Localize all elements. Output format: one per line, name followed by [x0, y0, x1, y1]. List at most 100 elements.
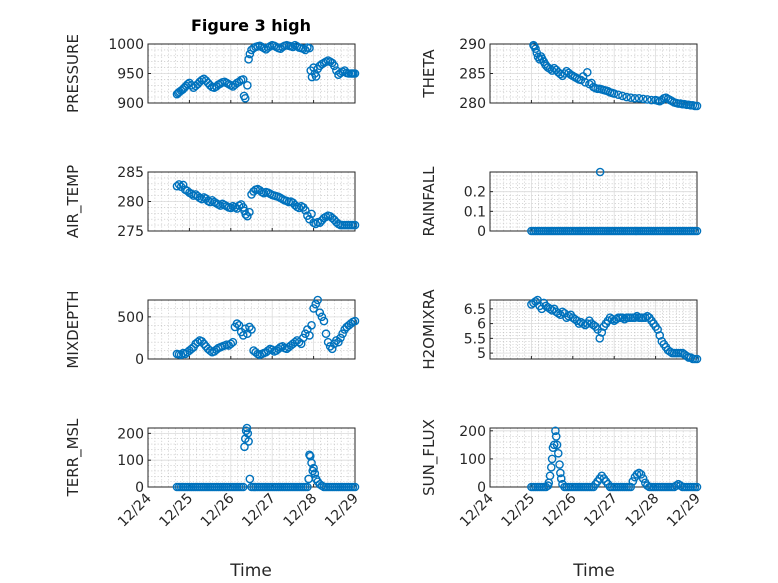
- pressure-data-point: [332, 66, 341, 75]
- pressure-data-point: [244, 55, 253, 64]
- sun_flux-data-point: [546, 463, 556, 472]
- mixdepth-data-point: [245, 322, 254, 332]
- mixdepth-data-point: [267, 345, 277, 355]
- subplot-pressure: 900 950 1000 PRESSURE: [64, 34, 360, 113]
- terr_msl-data-point: [303, 482, 312, 492]
- mixdepth-data-point: [240, 324, 250, 333]
- mixdepth-data-point: [319, 316, 329, 326]
- air_temp-data-point: [249, 187, 258, 196]
- mixdepth-data-point: [232, 319, 242, 328]
- mixdepth-data-point: [199, 339, 209, 349]
- terr_msl-xtick-label: 12/25: [156, 491, 196, 531]
- sun_flux-data-point: [556, 468, 565, 478]
- rainfall-ytick-label: 0.2: [464, 185, 486, 201]
- h2omixra-data-point: [686, 353, 696, 362]
- theta-data-point: [626, 93, 636, 102]
- sun_flux-xtick-label: 12/25: [498, 491, 538, 531]
- terr_msl-data-point: [310, 469, 320, 478]
- sun_flux-xtick-label: 12/27: [581, 491, 621, 531]
- sun_flux-data-point: [551, 426, 560, 436]
- air_temp-data-point: [226, 203, 236, 213]
- sun_flux-xtick-label: 12/28: [623, 491, 663, 531]
- h2omixra-ytick-label: 5: [477, 346, 486, 362]
- h2omixra-data-point: [665, 347, 675, 356]
- pressure-data-point: [311, 72, 321, 81]
- h2omixra-data-point: [554, 308, 563, 318]
- h2omixra-ylabel: H2OMIXRA: [420, 289, 438, 370]
- theta-data-point: [609, 89, 619, 98]
- h2omixra-data-point: [607, 314, 617, 324]
- subplot-air_temp: 275 280 285 AIR_TEMP: [64, 165, 360, 240]
- mixdepth-data-point: [311, 299, 320, 309]
- mixdepth-data-point: [338, 329, 347, 339]
- mixdepth-data-point: [313, 295, 323, 305]
- sun_flux-xtick-label: 12/26: [540, 490, 580, 530]
- mixdepth-data-point: [327, 344, 337, 354]
- sun_flux-xtick-label: 12/29: [664, 491, 704, 531]
- sun_flux-data-point: [672, 481, 681, 490]
- theta-data-point: [643, 95, 652, 104]
- sun_flux-data-point: [676, 481, 685, 490]
- theta-axes-box: [489, 43, 698, 104]
- h2omixra-data-point: [620, 314, 629, 324]
- theta-ytick-label: 290: [459, 37, 486, 53]
- terr_msl-xtick-label: 12/29: [322, 491, 362, 531]
- mixdepth-data-point: [205, 346, 215, 355]
- air_temp-data-point: [243, 211, 252, 221]
- h2omixra-axes-box: [489, 299, 698, 360]
- h2omixra-ytick-label: 6: [477, 317, 486, 333]
- terr_msl-data-point: [317, 481, 327, 490]
- pressure-data-point: [240, 93, 250, 103]
- air_temp-data-point: [245, 207, 254, 217]
- air_temp-data-point: [172, 181, 182, 191]
- sun_flux-data-point: [545, 471, 555, 481]
- pressure-ylabel: PRESSURE: [64, 34, 82, 113]
- sun_flux-ytick-label: 0: [477, 480, 486, 496]
- mixdepth-data-point: [187, 344, 196, 354]
- sun_flux-data-point: [556, 474, 566, 483]
- h2omixra-data-point: [574, 319, 584, 328]
- mixdepth-data-point: [307, 320, 316, 330]
- theta-ytick-label: 280: [459, 96, 486, 112]
- air_temp-data-point: [307, 209, 316, 219]
- subplot-rainfall: 0 0.1 0.2 RAINFALL: [420, 166, 702, 240]
- theta-data-point: [647, 95, 656, 105]
- sun_flux-ylabel: SUN_FLUX: [420, 419, 439, 496]
- pressure-data-point: [301, 45, 310, 55]
- sun_flux-data-point: [632, 470, 642, 479]
- pressure-data-point: [187, 81, 196, 90]
- sun_flux-data-point: [549, 440, 559, 450]
- h2omixra-data-point: [618, 313, 627, 323]
- theta-data-point: [545, 64, 555, 74]
- rainfall-data-point: [595, 167, 605, 177]
- mixdepth-data-point: [321, 329, 331, 339]
- air_temp-data-point: [205, 197, 215, 207]
- terr_msl-data-point: [309, 463, 318, 473]
- air_temp-ytick-label: 285: [117, 165, 144, 181]
- sun_flux-data-point: [643, 481, 652, 490]
- subplot-mixdepth: 0 500 MIXDEPTH: [64, 290, 360, 369]
- theta-data-point: [614, 90, 623, 100]
- mixdepth-data-point: [315, 308, 325, 317]
- terr_msl-data-point: [350, 482, 360, 492]
- x-axis-label-right: Time: [572, 561, 615, 581]
- theta-data-point: [634, 93, 644, 103]
- mixdepth-data-point: [247, 325, 256, 334]
- mixdepth-data-point: [226, 339, 236, 349]
- pressure-data-point: [288, 42, 298, 52]
- mixdepth-data-point: [350, 316, 360, 326]
- pressure-ytick-label: 950: [117, 67, 144, 83]
- air_temp-data-point: [350, 220, 360, 230]
- air_temp-ytick-label: 280: [117, 195, 144, 211]
- mixdepth-data-point: [263, 346, 273, 355]
- sun_flux-data-point: [636, 470, 646, 479]
- theta-data-point: [580, 78, 590, 87]
- h2omixra-data-point: [611, 314, 621, 324]
- h2omixra-data-point: [632, 311, 642, 321]
- sun_flux-data-point: [547, 454, 557, 464]
- sun_flux-data-point: [638, 474, 648, 483]
- theta-data-point: [587, 78, 596, 88]
- air_temp-data-point: [216, 201, 225, 210]
- theta-data-point: [618, 91, 627, 101]
- h2omixra-data-point: [692, 354, 702, 364]
